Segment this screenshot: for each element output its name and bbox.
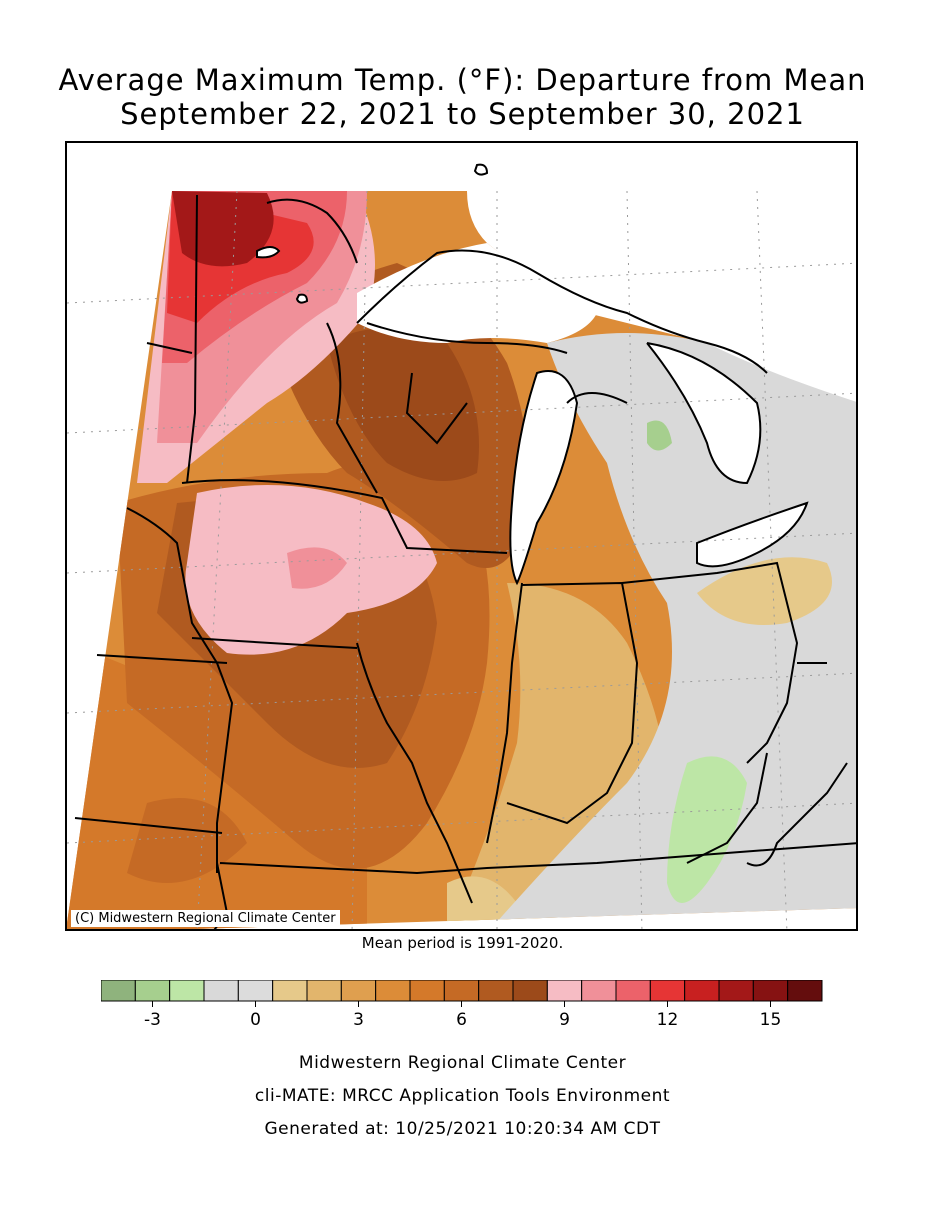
field-south-tan xyxy=(447,876,517,929)
legend-box-3 xyxy=(203,980,239,1002)
mean-period-note: Mean period is 1991-2020. xyxy=(361,934,564,952)
state-boundaries xyxy=(74,194,856,929)
field-iowa-salmon xyxy=(287,547,347,589)
legend-box-17 xyxy=(684,980,720,1002)
field-east-gray xyxy=(487,333,856,929)
copyright-label: (C) Midwestern Regional Climate Center xyxy=(71,910,340,927)
legend-box-19 xyxy=(752,980,789,1002)
legend-box-4 xyxy=(237,980,274,1002)
legend-box-7 xyxy=(340,980,377,1002)
legend-box-9 xyxy=(409,980,445,1002)
legend-box-14 xyxy=(581,980,617,1002)
legend-box-2 xyxy=(169,980,205,1002)
field-green-mi xyxy=(647,420,672,451)
legend-box-6 xyxy=(306,980,342,1002)
footer-org: Midwestern Regional Climate Center xyxy=(298,1053,627,1073)
lake-huron xyxy=(647,343,761,483)
islands xyxy=(256,163,489,304)
legend-tick-label-1: 0 xyxy=(250,1010,261,1030)
legend-box-0 xyxy=(101,980,136,1002)
legend-color-boxes xyxy=(101,980,823,1002)
lake-erie xyxy=(697,503,807,567)
legend-tick-label-4: 9 xyxy=(559,1010,570,1030)
legend-tick-label-6: 15 xyxy=(760,1010,782,1030)
map-date-range: September 22, 2021 to September 30, 2021 xyxy=(120,97,805,131)
legend-box-1 xyxy=(134,980,171,1002)
legend-box-16 xyxy=(649,980,686,1002)
footer-tool: cli-MATE: MRCC Application Tools Environ… xyxy=(254,1086,671,1106)
canada-blank xyxy=(467,191,856,403)
color-legend: -3 0 3 6 9 12 15 xyxy=(101,980,823,1030)
legend-box-18 xyxy=(718,980,754,1002)
legend-box-5 xyxy=(272,980,308,1002)
legend-tick-label-3: 6 xyxy=(456,1010,467,1030)
field-ohio-tan xyxy=(697,557,832,625)
coastlines xyxy=(266,198,809,586)
temperature-departure-map xyxy=(67,163,856,929)
legend-box-10 xyxy=(443,980,480,1002)
map-frame: (C) Midwestern Regional Climate Center xyxy=(65,141,858,931)
legend-ticks: -3 0 3 6 9 12 15 xyxy=(144,1001,781,1030)
legend-tick-label-5: 12 xyxy=(657,1010,679,1030)
legend-box-11 xyxy=(478,980,514,1002)
legend-box-15 xyxy=(615,980,651,1002)
footer-generated: Generated at: 10/25/2021 10:20:34 AM CDT xyxy=(264,1119,661,1139)
map-title: Average Maximum Temp. (°F): Departure fr… xyxy=(58,63,867,97)
legend-tick-label-2: 3 xyxy=(353,1010,364,1030)
legend-tick-label-0: -3 xyxy=(144,1010,161,1030)
field-green-ky xyxy=(667,756,747,903)
legend-box-20 xyxy=(787,980,823,1002)
legend-box-8 xyxy=(375,980,411,1002)
field-wisconsin-dark xyxy=(327,328,479,481)
lake-michigan xyxy=(510,371,577,583)
legend-box-12 xyxy=(512,980,548,1002)
legend-box-13 xyxy=(546,980,583,1002)
